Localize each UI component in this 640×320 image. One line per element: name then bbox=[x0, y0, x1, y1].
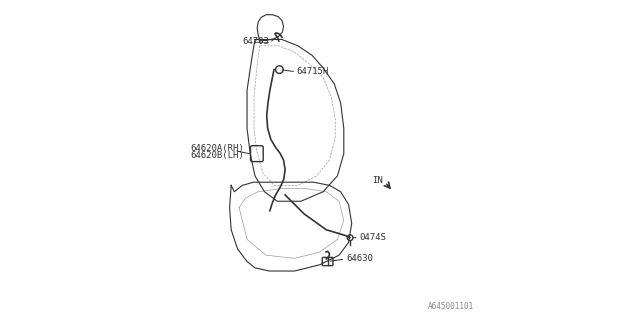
Text: 64703: 64703 bbox=[243, 37, 269, 46]
Text: 64620B(LH): 64620B(LH) bbox=[190, 151, 244, 160]
Text: 64620A(RH): 64620A(RH) bbox=[190, 144, 244, 153]
Text: A645001101: A645001101 bbox=[428, 302, 474, 311]
Text: 64715H: 64715H bbox=[297, 67, 329, 76]
Text: IN: IN bbox=[372, 176, 383, 185]
Text: 64630: 64630 bbox=[346, 254, 373, 263]
Text: 0474S: 0474S bbox=[359, 233, 386, 242]
